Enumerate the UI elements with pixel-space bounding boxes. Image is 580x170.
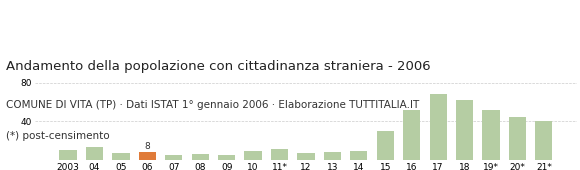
Bar: [218, 155, 235, 160]
Text: (*) post-censimento: (*) post-censimento: [6, 131, 110, 141]
Bar: [271, 149, 288, 160]
Bar: [324, 152, 341, 160]
Bar: [191, 154, 209, 160]
Bar: [483, 110, 499, 160]
Bar: [245, 151, 262, 160]
Bar: [350, 151, 367, 160]
Bar: [86, 147, 103, 160]
Bar: [165, 155, 182, 160]
Bar: [509, 117, 526, 160]
Text: 8: 8: [144, 142, 150, 151]
Bar: [113, 153, 129, 160]
Bar: [403, 110, 420, 160]
Bar: [139, 152, 156, 160]
Text: Andamento della popolazione con cittadinanza straniera - 2006: Andamento della popolazione con cittadin…: [6, 60, 430, 73]
Bar: [60, 150, 77, 160]
Bar: [456, 100, 473, 160]
Bar: [535, 121, 552, 160]
Bar: [376, 131, 394, 160]
Text: COMUNE DI VITA (TP) · Dati ISTAT 1° gennaio 2006 · Elaborazione TUTTITALIA.IT: COMUNE DI VITA (TP) · Dati ISTAT 1° genn…: [6, 100, 419, 110]
Bar: [298, 153, 314, 160]
Bar: [430, 94, 447, 160]
